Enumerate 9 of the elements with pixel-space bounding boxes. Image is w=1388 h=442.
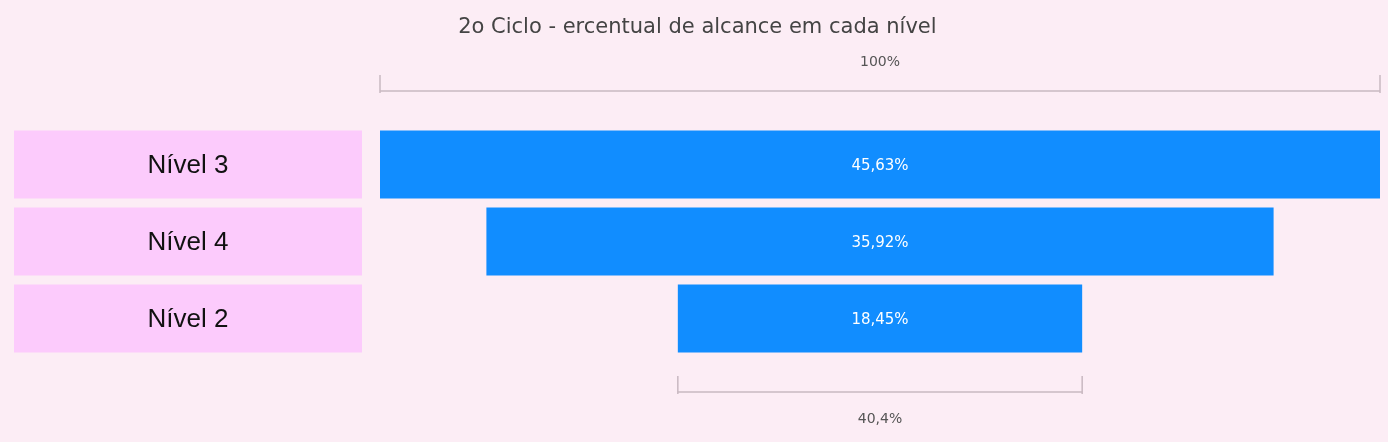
category-label: Nível 2 bbox=[147, 302, 229, 333]
text: 40,4% bbox=[857, 410, 903, 426]
data-label: 35,92% bbox=[851, 232, 909, 251]
text: 2o Ciclo - ercentual de alcance em cada nível bbox=[458, 14, 937, 38]
text: 100% bbox=[859, 53, 901, 69]
data-label: 18,45% bbox=[851, 309, 909, 328]
category-label: Nível 3 bbox=[147, 148, 229, 179]
data-label: 45,63% bbox=[851, 155, 909, 174]
category-label: Nível 4 bbox=[147, 225, 229, 256]
